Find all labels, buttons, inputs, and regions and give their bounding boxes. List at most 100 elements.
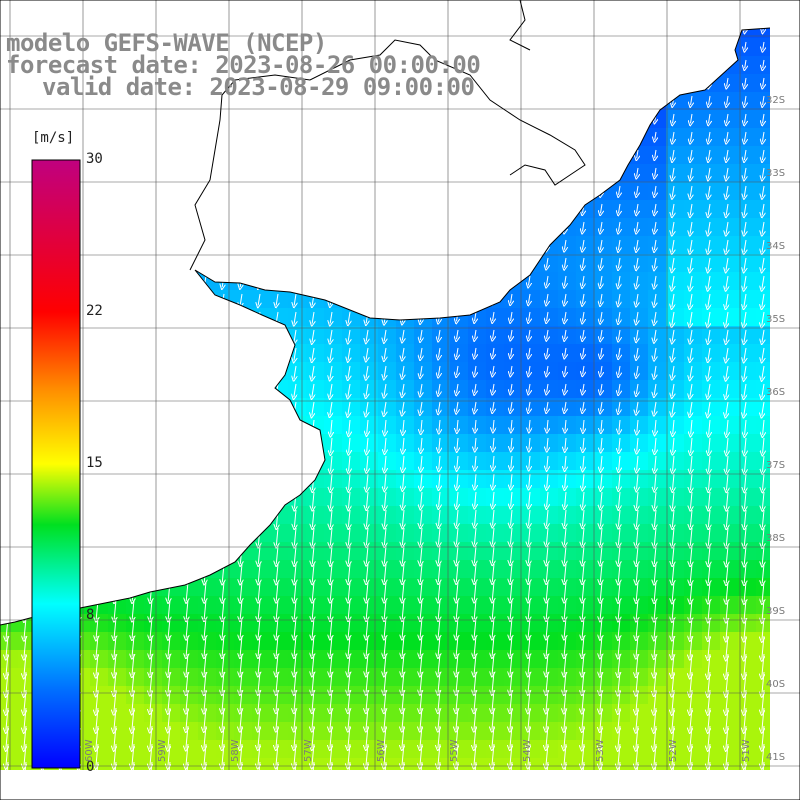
wind-cell xyxy=(270,704,288,722)
wind-cell xyxy=(540,362,558,380)
wind-cell xyxy=(414,668,432,686)
wind-cell xyxy=(738,38,756,56)
wind-cell xyxy=(558,254,576,272)
wind-cell xyxy=(720,722,738,740)
wind-arrow xyxy=(726,509,728,527)
wind-arrow xyxy=(565,347,566,357)
wind-cell xyxy=(558,380,576,398)
wind-arrow xyxy=(655,149,656,158)
wind-cell xyxy=(594,380,612,398)
wind-arrow xyxy=(690,365,692,378)
wind-cell xyxy=(360,434,378,452)
wind-arrow xyxy=(744,401,746,416)
wind-cell xyxy=(630,650,648,668)
wind-cell xyxy=(666,344,684,362)
wind-arrow xyxy=(637,419,638,433)
wind-arrow xyxy=(636,347,638,358)
wind-cell xyxy=(738,614,756,632)
wind-cell xyxy=(198,686,216,704)
wind-arrow xyxy=(582,527,584,545)
wind-arrow xyxy=(600,203,602,213)
wind-arrow xyxy=(403,437,404,452)
wind-cell xyxy=(666,668,684,686)
wind-cell xyxy=(738,488,756,506)
wind-cell xyxy=(252,542,270,560)
wind-cell xyxy=(666,560,684,578)
wind-cell xyxy=(738,560,756,578)
latitude-label: 41S xyxy=(766,752,786,763)
wind-cell xyxy=(288,596,306,614)
wind-cell xyxy=(630,542,648,560)
wind-cell xyxy=(702,218,720,236)
wind-cell xyxy=(666,272,684,290)
wind-cell xyxy=(414,452,432,470)
wind-cell xyxy=(234,596,252,614)
wind-cell xyxy=(648,308,666,326)
wind-arrow xyxy=(690,401,692,415)
wind-cell xyxy=(432,326,450,344)
colorbar xyxy=(31,159,81,769)
wind-arrow xyxy=(438,383,440,394)
colorbar-tick-30: 30 xyxy=(86,151,103,167)
wind-cell xyxy=(378,470,396,488)
wind-arrow xyxy=(493,329,494,339)
wind-arrow xyxy=(673,473,674,490)
wind-cell xyxy=(468,596,486,614)
wind-arrow xyxy=(672,275,674,289)
wind-arrow xyxy=(330,347,332,360)
wind-cell xyxy=(396,722,414,740)
wind-arrow xyxy=(565,383,566,392)
wind-arrow xyxy=(636,311,638,323)
wind-arrow xyxy=(366,491,368,508)
wind-arrow xyxy=(637,167,638,177)
wind-arrow xyxy=(726,275,728,289)
wind-cell xyxy=(396,560,414,578)
wind-cell xyxy=(396,326,414,344)
wind-cell xyxy=(486,542,504,560)
wind-cell xyxy=(216,686,234,704)
wind-arrow xyxy=(654,221,656,232)
wind-arrow xyxy=(636,491,638,508)
wind-arrow xyxy=(312,401,314,415)
wind-cell xyxy=(288,686,306,704)
wind-cell xyxy=(666,128,684,146)
wind-cell xyxy=(378,614,396,632)
wind-arrow xyxy=(727,95,728,105)
wind-arrow xyxy=(654,275,656,287)
wind-arrow xyxy=(763,95,764,105)
wind-cell xyxy=(396,506,414,524)
wind-cell xyxy=(396,668,414,686)
wind-cell xyxy=(522,650,540,668)
wind-cell xyxy=(594,452,612,470)
wind-arrow xyxy=(564,275,566,286)
wind-arrow xyxy=(727,77,728,87)
wind-cell xyxy=(630,452,648,470)
wind-cell xyxy=(720,74,738,92)
wind-cell xyxy=(324,344,342,362)
wind-cell xyxy=(414,686,432,704)
wind-arrow xyxy=(312,509,314,527)
wind-cell xyxy=(414,740,432,758)
wind-cell xyxy=(720,92,738,110)
wind-cell xyxy=(684,470,702,488)
wind-cell xyxy=(522,596,540,614)
wind-cell xyxy=(522,326,540,344)
wind-cell xyxy=(306,596,324,614)
wind-cell xyxy=(540,596,558,614)
wind-arrow xyxy=(690,293,692,307)
wind-cell xyxy=(126,722,144,740)
wind-cell xyxy=(684,488,702,506)
wind-arrow xyxy=(672,221,674,234)
wind-cell xyxy=(162,650,180,668)
wind-cell xyxy=(630,182,648,200)
wind-arrow xyxy=(744,509,746,527)
wind-cell xyxy=(216,704,234,722)
wind-cell xyxy=(324,452,342,470)
wind-arrow xyxy=(636,257,638,268)
wind-arrow xyxy=(294,329,296,342)
wind-cell xyxy=(720,344,738,362)
wind-cell xyxy=(396,524,414,542)
wind-arrow xyxy=(565,473,566,488)
wind-cell xyxy=(450,632,468,650)
wind-cell xyxy=(342,380,360,398)
